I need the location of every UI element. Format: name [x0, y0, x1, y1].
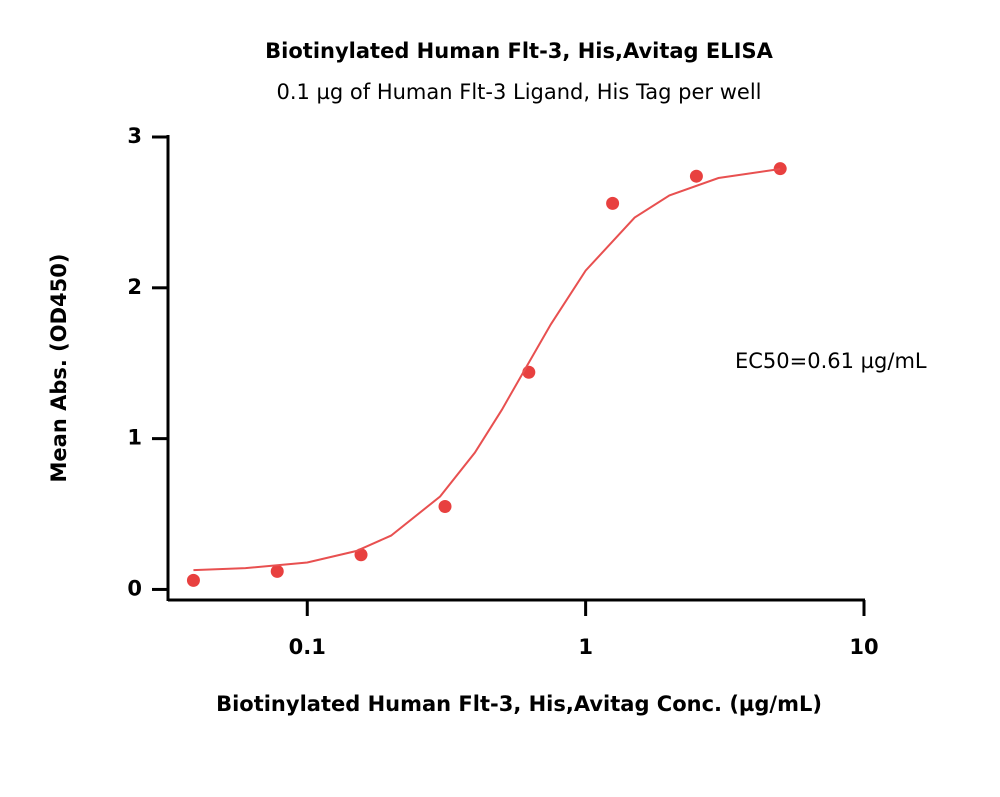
data-point [689, 169, 703, 183]
data-point [438, 499, 452, 513]
data-point [186, 573, 200, 587]
y-tick-label: 2 [127, 275, 142, 299]
y-axis-label: Mean Abs. (OD450) [47, 254, 71, 483]
annotation: EC50=0.61 µg/mL [735, 349, 927, 373]
x-tick-label: 1 [578, 635, 593, 659]
data-point [354, 548, 368, 562]
data-point [270, 564, 284, 578]
x-tick-label: 10 [849, 635, 878, 659]
y-tick-label: 3 [127, 124, 142, 148]
chart-subtitle: 0.1 µg of Human Flt-3 Ligand, His Tag pe… [276, 80, 761, 104]
fit-curve [193, 167, 781, 572]
y-tick-label: 1 [127, 426, 142, 450]
x-axis-label: Biotinylated Human Flt-3, His,Avitag Con… [216, 692, 822, 716]
chart-title: Biotinylated Human Flt-3, His,Avitag ELI… [265, 39, 773, 63]
data-point [773, 162, 787, 176]
y-tick-label: 0 [127, 576, 142, 600]
data-point [606, 196, 620, 210]
x-tick-label: 0.1 [289, 635, 326, 659]
